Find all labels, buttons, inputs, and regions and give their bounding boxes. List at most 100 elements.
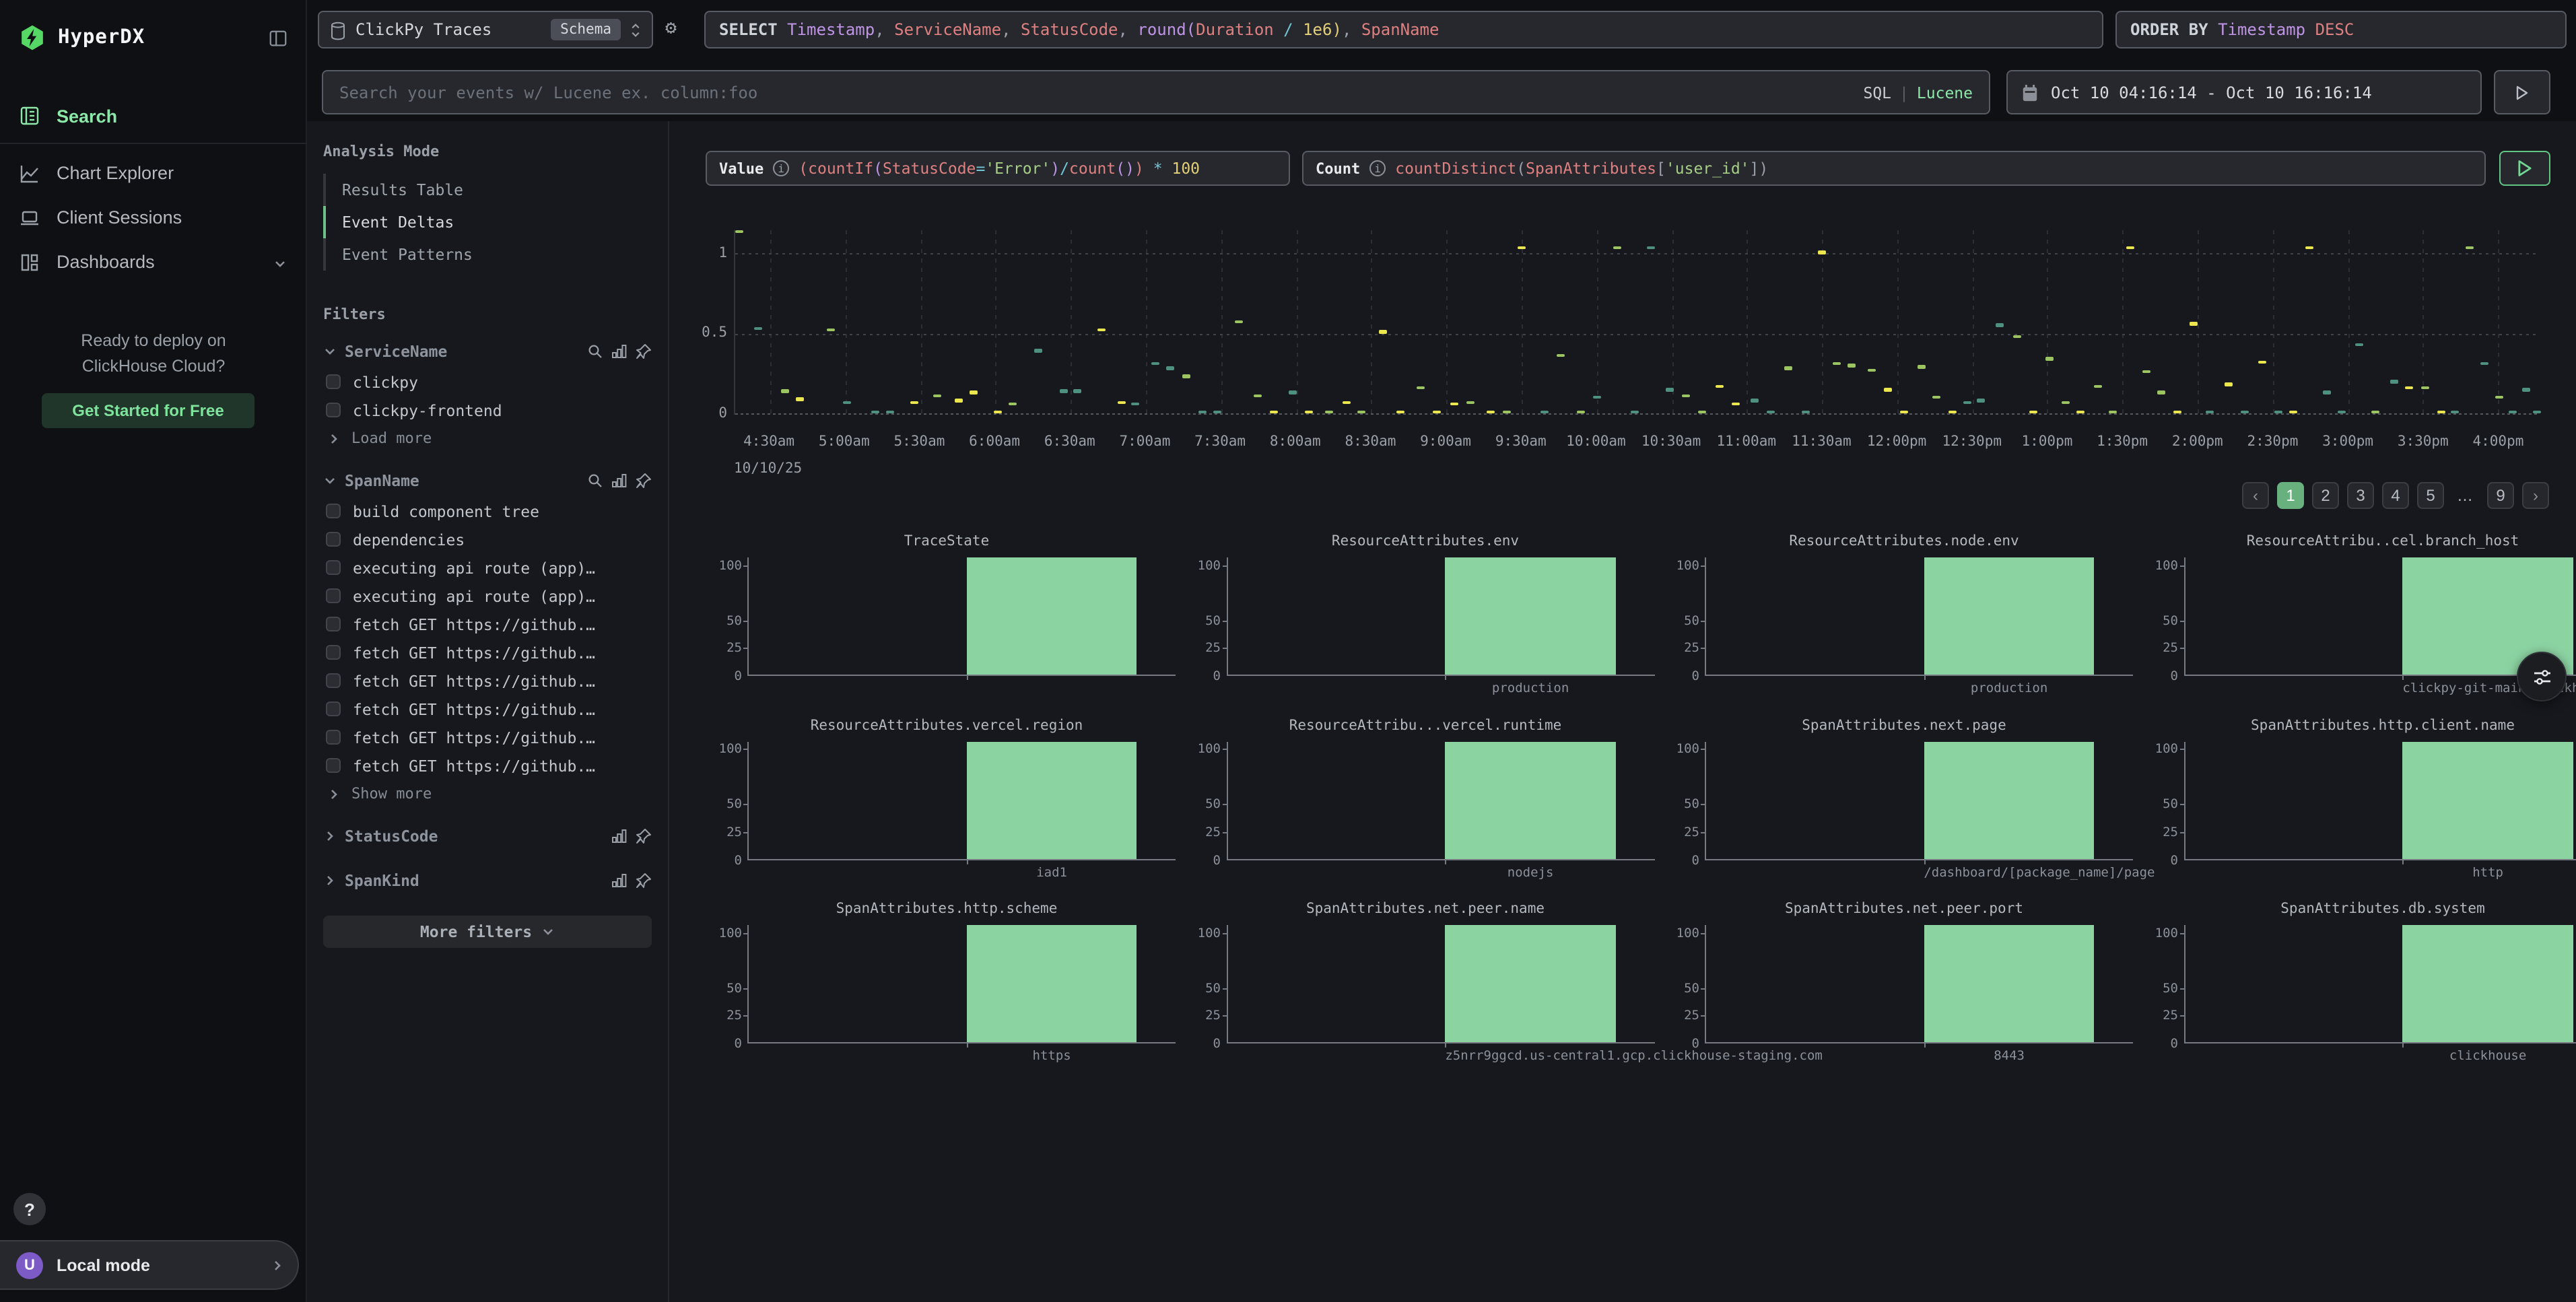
scatter-point	[2095, 384, 2103, 388]
mode-lucene[interactable]: Lucene	[1917, 83, 1973, 102]
checkbox[interactable]	[326, 403, 341, 417]
x-tick-label: 3:30pm	[2398, 434, 2449, 450]
filter-option[interactable]: executing api route (app)…	[323, 553, 652, 582]
bars-icon[interactable]	[611, 473, 628, 489]
sidebar-item-chart-explorer[interactable]: Chart Explorer	[0, 151, 307, 195]
chart-plot: https	[747, 925, 1176, 1043]
date-range-picker[interactable]: Oct 10 04:16:14 - Oct 10 16:16:14	[2006, 70, 2482, 114]
date-range-value: Oct 10 04:16:14 - Oct 10 16:16:14	[2051, 83, 2372, 102]
help-button[interactable]: ?	[13, 1193, 46, 1225]
y-tick-mark	[743, 933, 749, 934]
checkbox[interactable]	[326, 645, 341, 660]
gridline-vertical	[2498, 230, 2499, 414]
sidebar-item-dashboards[interactable]: Dashboards	[0, 240, 307, 284]
search-icon[interactable]	[587, 343, 603, 359]
value-expression-input[interactable]: Value i (countIf(StatusCode='Error')/cou…	[706, 151, 1290, 186]
order-by-code: ORDER BY Timestamp DESC	[2130, 20, 2354, 39]
search-icon[interactable]	[587, 473, 603, 489]
checkbox[interactable]	[326, 374, 341, 389]
checkbox[interactable]	[326, 504, 341, 518]
analysis-mode-results-table[interactable]: Results Table	[323, 174, 652, 206]
scatter-point	[2190, 322, 2198, 325]
scatter-point	[1963, 401, 1971, 404]
scatter-point	[1074, 389, 1082, 392]
chart-y-axis: 10050250	[2154, 925, 2183, 1043]
checkbox[interactable]	[326, 730, 341, 745]
sidebar-collapse-icon[interactable]	[268, 28, 288, 48]
info-icon: i	[773, 160, 789, 176]
get-started-button[interactable]: Get Started for Free	[42, 393, 255, 428]
scatter-point	[1918, 366, 1926, 369]
filter-group-spankind[interactable]: SpanKind	[323, 864, 652, 897]
query-language-toggle[interactable]: SQL | Lucene	[1863, 83, 1973, 102]
pin-icon[interactable]	[636, 828, 652, 844]
analysis-mode-event-deltas[interactable]: Event Deltas	[323, 206, 652, 238]
filter-show-more[interactable]: Show more	[323, 780, 652, 808]
filter-option[interactable]: executing api route (app)…	[323, 582, 652, 610]
scatter-point	[1343, 401, 1351, 404]
pagination-page-1[interactable]: 1	[2277, 482, 2304, 509]
run-analysis-button[interactable]	[2499, 151, 2550, 186]
filter-option[interactable]: clickpy-frontend	[323, 396, 652, 424]
filter-option[interactable]: fetch GET https://github.…	[323, 751, 652, 780]
count-expression-input[interactable]: Count i countDistinct(SpanAttributes['us…	[1302, 151, 2486, 186]
filter-group-servicename[interactable]: ServiceName	[323, 335, 652, 368]
gear-icon[interactable]: ⚙	[665, 19, 677, 38]
filter-group-spanname[interactable]: SpanName	[323, 465, 652, 497]
filter-settings-fab[interactable]	[2517, 652, 2567, 701]
sidebar-nav-primary: Search	[0, 100, 307, 144]
pin-icon[interactable]	[636, 473, 652, 489]
checkbox[interactable]	[326, 673, 341, 688]
checkbox[interactable]	[326, 532, 341, 547]
checkbox[interactable]	[326, 758, 341, 773]
filter-group-statuscode[interactable]: StatusCode	[323, 820, 652, 852]
checkbox[interactable]	[326, 560, 341, 575]
filter-option[interactable]: fetch GET https://github.…	[323, 666, 652, 695]
filter-option[interactable]: dependencies	[323, 525, 652, 553]
pagination-page-4[interactable]: 4	[2382, 482, 2409, 509]
filter-option[interactable]: fetch GET https://github.…	[323, 610, 652, 638]
checkbox[interactable]	[326, 701, 341, 716]
pagination-page-5[interactable]: 5	[2417, 482, 2444, 509]
filter-option[interactable]: fetch GET https://github.…	[323, 723, 652, 751]
pagination-prev[interactable]: ‹	[2242, 482, 2269, 509]
run-search-button[interactable]	[2494, 70, 2550, 114]
checkbox[interactable]	[326, 588, 341, 603]
sidebar-item-search[interactable]: Search	[0, 100, 307, 132]
filter-option[interactable]: build component tree	[323, 497, 652, 525]
filter-option[interactable]: fetch GET https://github.…	[323, 638, 652, 666]
more-filters-button[interactable]: More filters	[323, 916, 652, 948]
pagination-page-9[interactable]: 9	[2487, 482, 2514, 509]
pagination-page-2[interactable]: 2	[2312, 482, 2339, 509]
filter-option[interactable]: clickpy	[323, 368, 652, 396]
local-mode-menu[interactable]: U Local mode	[0, 1240, 299, 1290]
search-input[interactable]: Search your events w/ Lucene ex. column:…	[322, 70, 1990, 114]
order-by-input[interactable]: ORDER BY Timestamp DESC	[2115, 11, 2567, 48]
bars-icon[interactable]	[611, 343, 628, 359]
pagination-page-3[interactable]: 3	[2347, 482, 2374, 509]
sidebar-item-label: Chart Explorer	[57, 163, 174, 183]
count-label: Count	[1316, 160, 1360, 177]
sql-select-input[interactable]: SELECT Timestamp, ServiceName, StatusCod…	[704, 11, 2103, 48]
mode-sql[interactable]: SQL	[1863, 83, 1891, 102]
source-selector[interactable]: ClickPy Traces Schema	[318, 11, 653, 48]
filter-option[interactable]: fetch GET https://github.…	[323, 695, 652, 723]
x-tick-mark	[2402, 1042, 2404, 1048]
x-category-label: https	[966, 1049, 1137, 1064]
pin-icon[interactable]	[636, 343, 652, 359]
pin-icon[interactable]	[636, 872, 652, 889]
analysis-mode-event-patterns[interactable]: Event Patterns	[323, 238, 652, 271]
scatter-point	[1833, 362, 1841, 366]
x-tick-label: 12:00pm	[1867, 434, 1927, 450]
pagination-next[interactable]: ›	[2522, 482, 2549, 509]
y-tick-label: 50	[1684, 982, 1699, 996]
bars-icon[interactable]	[611, 872, 628, 889]
sidebar-item-client-sessions[interactable]: Client Sessions	[0, 195, 307, 240]
x-category-label: /dashboard/[package_name]/page	[1924, 865, 2095, 880]
filter-load-more[interactable]: Load more	[323, 424, 652, 452]
checkbox[interactable]	[326, 617, 341, 631]
analysis-mode-list: Results TableEvent DeltasEvent Patterns	[323, 174, 652, 271]
scatter-point	[2324, 391, 2332, 395]
x-tick-label: 2:00pm	[2172, 434, 2223, 450]
bars-icon[interactable]	[611, 828, 628, 844]
